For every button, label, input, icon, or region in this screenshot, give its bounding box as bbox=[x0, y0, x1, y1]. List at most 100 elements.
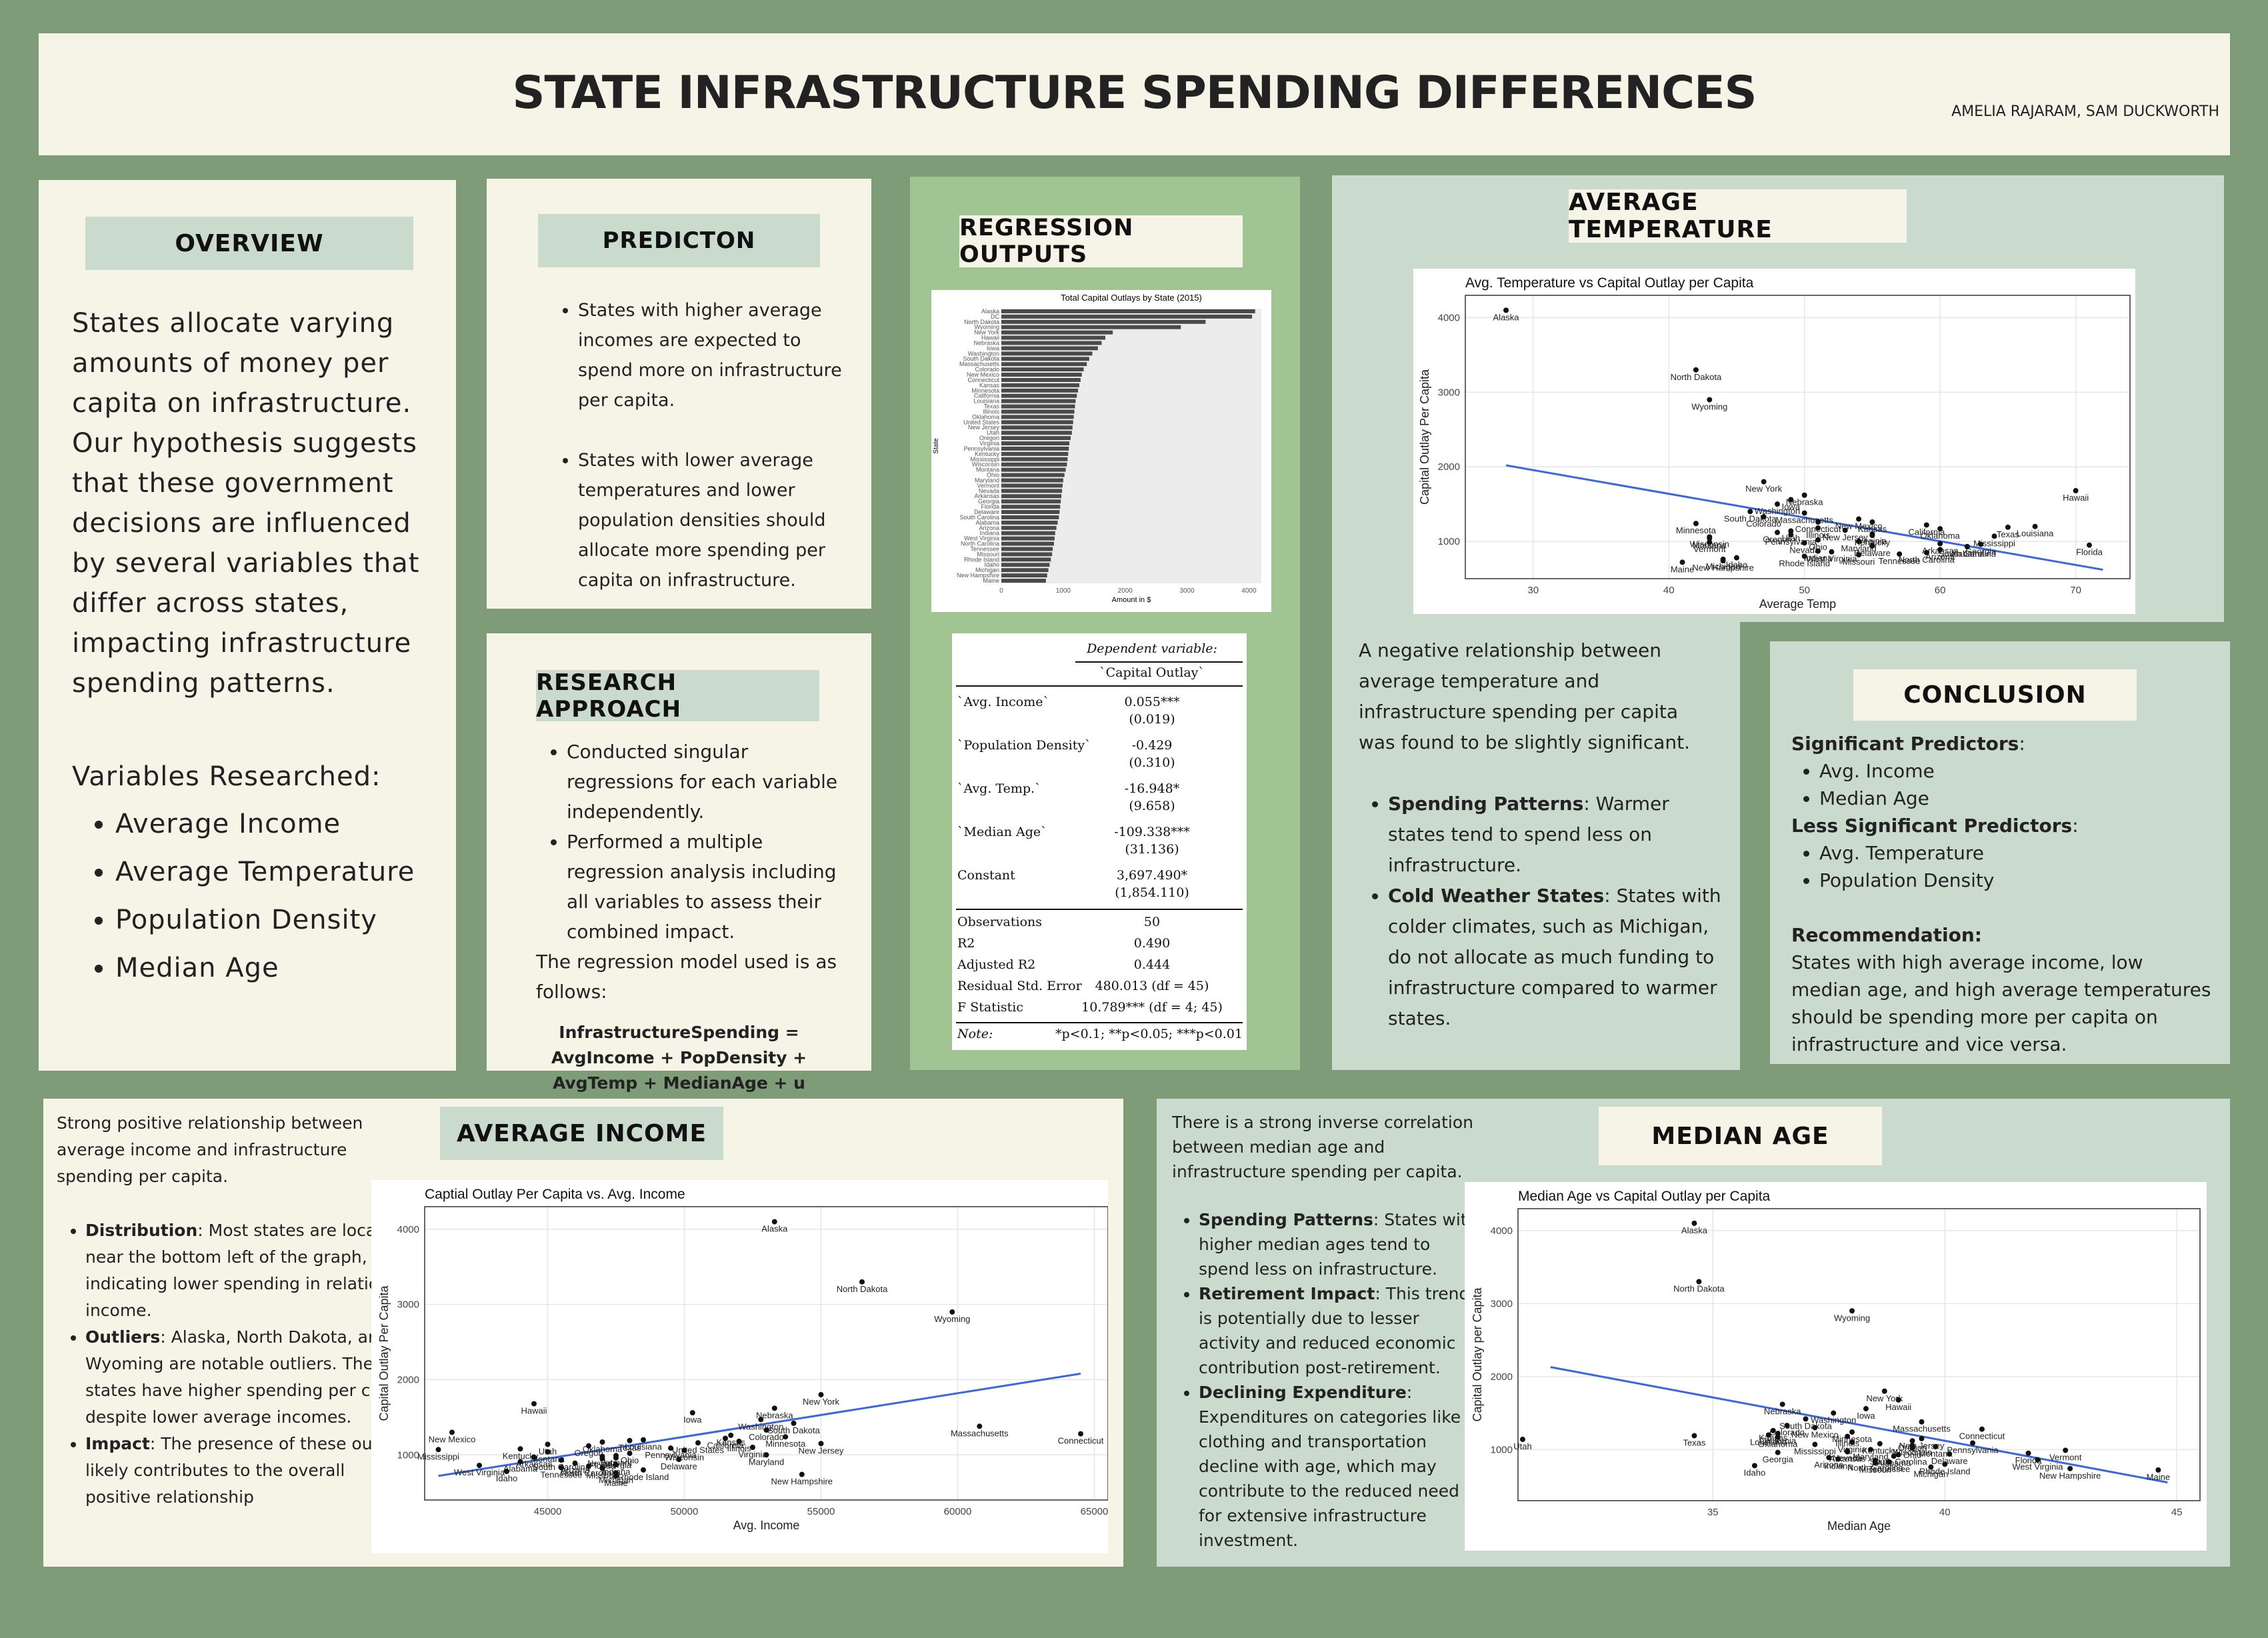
bar bbox=[1001, 447, 1069, 451]
coef-se: (0.019) bbox=[1129, 712, 1175, 727]
income-panel: AVERAGE INCOME Strong positive relations… bbox=[43, 1099, 1123, 1567]
bar-label: Oklahoma bbox=[972, 413, 999, 420]
point-label: Nebraska bbox=[756, 1410, 793, 1420]
data-point bbox=[1909, 1438, 1915, 1444]
bar bbox=[1001, 515, 1059, 519]
point-label: Utah bbox=[1513, 1441, 1531, 1451]
bar-label: Georgia bbox=[978, 498, 999, 505]
point-label: Maryland bbox=[749, 1457, 784, 1467]
point-label: Oklahoma bbox=[1921, 531, 1961, 541]
x-tick-label: 30 bbox=[1527, 585, 1539, 596]
point-label: Alabama bbox=[503, 1463, 538, 1473]
list-item: States with lower average temperatures a… bbox=[578, 445, 845, 595]
data-point bbox=[783, 1434, 789, 1440]
data-point bbox=[1964, 543, 1970, 549]
data-point bbox=[1829, 549, 1835, 555]
data-point bbox=[1869, 531, 1875, 537]
data-point bbox=[1707, 539, 1713, 545]
coef-value: 0.055*** bbox=[1124, 695, 1180, 709]
bar bbox=[1001, 404, 1075, 409]
bar bbox=[1001, 314, 1253, 319]
bar bbox=[1001, 341, 1102, 345]
list-item: Outliers: Alaska, North Dakota, and Wyom… bbox=[85, 1324, 415, 1431]
point-label: Maine bbox=[604, 1478, 627, 1488]
point-label: Arizona bbox=[1814, 1459, 1844, 1469]
data-point bbox=[1886, 1459, 1892, 1465]
data-point bbox=[1770, 1427, 1776, 1433]
point-label: Florida bbox=[589, 1461, 617, 1471]
point-label: Michigan bbox=[1913, 1469, 1948, 1479]
data-point bbox=[1788, 497, 1794, 503]
bullet-bold: Spending Patterns bbox=[1199, 1210, 1373, 1229]
list-item: Median Age bbox=[115, 944, 415, 992]
temperature-chart-figure: Avg. Temperature vs Capital Outlay per C… bbox=[1413, 269, 2135, 614]
model-formula: InfrastructureSpending = AvgIncome + Pop… bbox=[551, 1023, 807, 1093]
point-label: Florida bbox=[2015, 1455, 2043, 1465]
bar bbox=[1001, 467, 1066, 472]
point-label: Washington bbox=[1811, 1415, 1856, 1425]
overview-heading: OVERVIEW bbox=[85, 217, 413, 270]
temperature-panel: AVERAGE TEMPERATURE Avg. Temperature vs … bbox=[1332, 175, 2224, 1070]
bar-label: Kentucky bbox=[975, 451, 1000, 457]
bar-label: Delaware bbox=[974, 509, 999, 515]
point-label: Rhode Island bbox=[618, 1472, 669, 1482]
list-item: Population Density bbox=[1819, 867, 2218, 894]
bar bbox=[1001, 568, 1049, 573]
point-label: North Carolina bbox=[1847, 1463, 1904, 1473]
bar bbox=[1001, 362, 1087, 367]
data-point bbox=[1979, 1426, 1985, 1432]
point-label: Wyoming bbox=[1691, 402, 1727, 412]
x-tick-label: 60 bbox=[1935, 585, 1946, 596]
bar-label: California bbox=[974, 393, 999, 399]
point-label: Colorado bbox=[1746, 519, 1781, 529]
conclusion-heading: CONCLUSION bbox=[1853, 669, 2137, 721]
x-tick-label: 45 bbox=[2171, 1507, 2183, 1518]
point-label: New Jersey bbox=[799, 1445, 844, 1455]
data-point bbox=[517, 1446, 523, 1452]
bar-chart-figure: Total Capital Outlays by State (2015) Ala… bbox=[931, 290, 1271, 612]
bar bbox=[1001, 552, 1053, 557]
income-chart-figure: Captial Outlay Per Capita vs. Avg. Incom… bbox=[371, 1180, 1108, 1553]
data-point bbox=[1937, 541, 1943, 547]
bar bbox=[1001, 494, 1062, 499]
research-panel: RESEARCH APPROACH Conducted singular reg… bbox=[487, 633, 871, 1093]
point-label: Minnesota bbox=[765, 1439, 806, 1449]
temperature-scatter: Avg. Temperature vs Capital Outlay per C… bbox=[1418, 275, 2131, 611]
bar bbox=[1001, 520, 1058, 525]
point-label: New Hampshire bbox=[1692, 563, 1753, 573]
point-label: Louisiana bbox=[2017, 529, 2054, 539]
data-point bbox=[771, 1219, 777, 1225]
data-point bbox=[1842, 527, 1848, 533]
x-tick-label: 3000 bbox=[1179, 587, 1195, 595]
point-label: Alabama bbox=[1877, 1458, 1911, 1468]
bar bbox=[1001, 451, 1069, 456]
data-point bbox=[504, 1469, 509, 1475]
bullet-bold: Cold Weather States bbox=[1388, 885, 1605, 907]
x-tick-label: 40 bbox=[1939, 1507, 1951, 1518]
list-item: Declining Expenditure: Expenditures on c… bbox=[1199, 1380, 1482, 1553]
data-point bbox=[689, 1410, 695, 1416]
rec-label: Recommendation: bbox=[1791, 924, 1982, 946]
data-point bbox=[517, 1459, 523, 1465]
x-axis-label: Avg. Income bbox=[733, 1519, 800, 1532]
point-label: Alabama bbox=[1950, 549, 1985, 559]
data-point bbox=[1801, 492, 1807, 498]
point-label: Kansas bbox=[1858, 524, 1887, 534]
variables-label: Variables Researched: bbox=[72, 761, 381, 792]
bar-label: Ohio bbox=[987, 472, 999, 479]
bar-label: Wisconsin bbox=[972, 461, 999, 468]
data-point bbox=[1788, 532, 1794, 538]
data-point bbox=[1078, 1431, 1083, 1437]
stat-name: Adjusted R2 bbox=[957, 957, 1036, 972]
point-label: Tennessee bbox=[1868, 1464, 1910, 1474]
data-point bbox=[736, 1439, 742, 1444]
point-label: West Virginia bbox=[1806, 554, 1857, 564]
data-point bbox=[1849, 1439, 1855, 1445]
x-tick-label: 65000 bbox=[1081, 1506, 1108, 1517]
bar bbox=[1001, 399, 1076, 403]
point-label: Alaska bbox=[1681, 1225, 1708, 1235]
overview-body: States allocate varying amounts of money… bbox=[72, 308, 420, 699]
data-point bbox=[1679, 559, 1685, 565]
coef-name: `Median Age` bbox=[957, 825, 1047, 839]
bar bbox=[1001, 505, 1061, 509]
